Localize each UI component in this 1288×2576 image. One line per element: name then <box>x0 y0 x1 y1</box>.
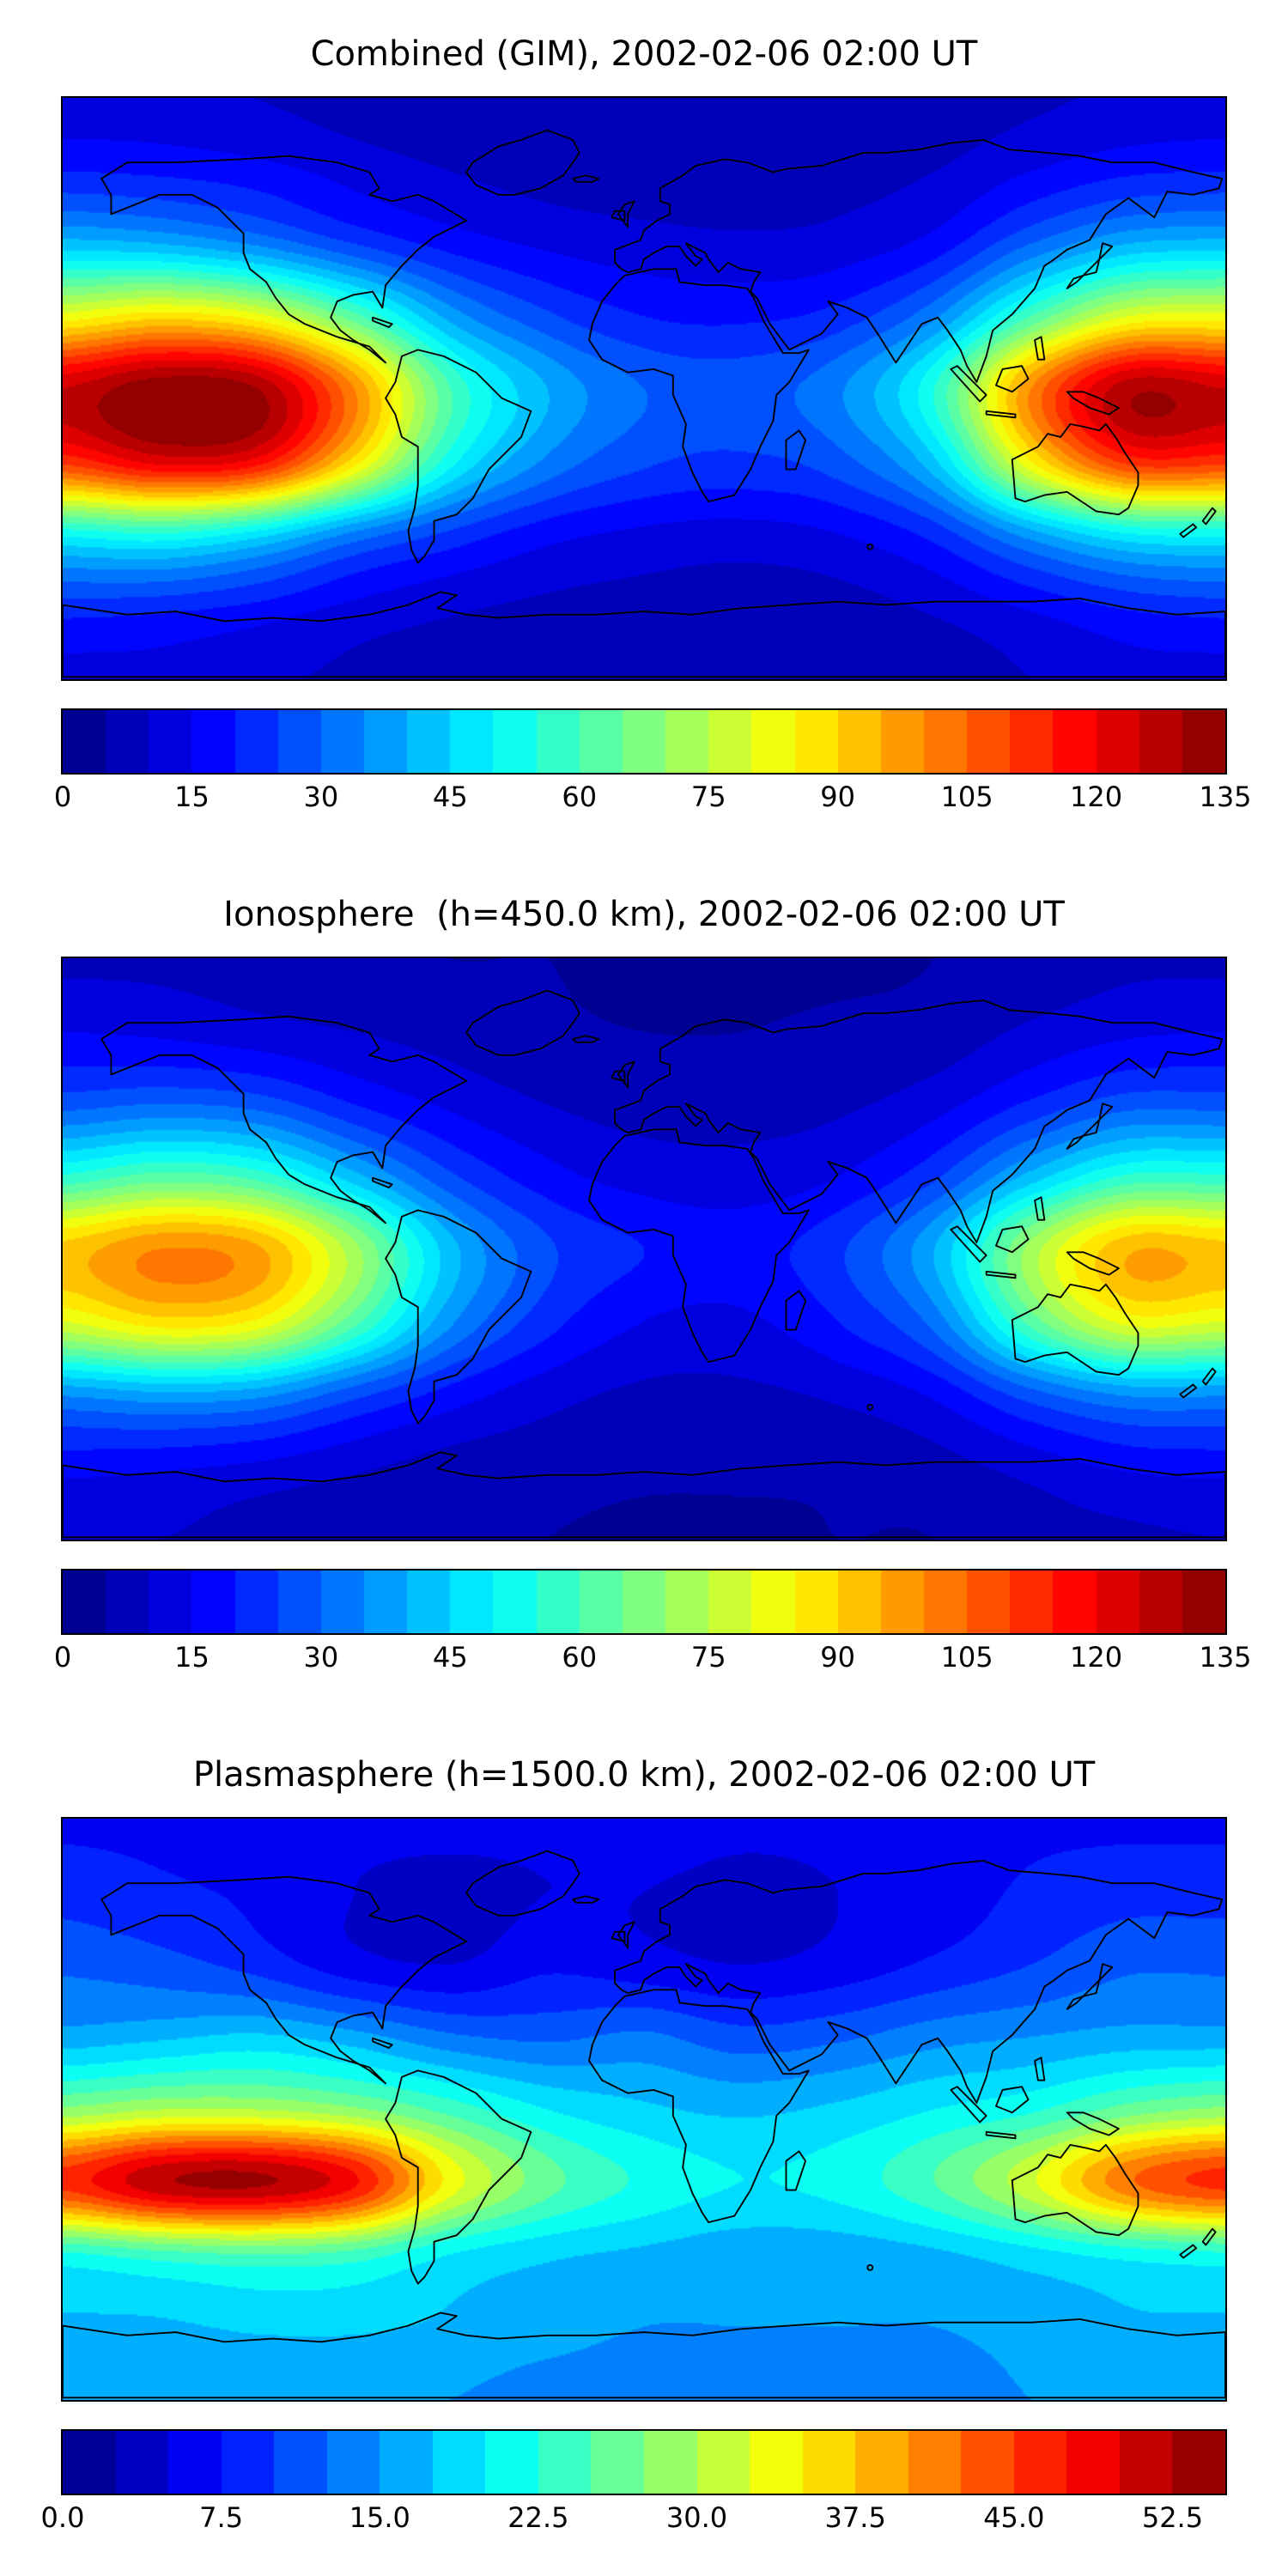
colorbar-tick-label: 105 <box>940 1641 993 1674</box>
colorbar-tick-label: 45 <box>432 781 468 813</box>
colorbar-tick-label: 0 <box>53 781 72 813</box>
colorbar-tick-label: 15.0 <box>349 2501 410 2534</box>
colorbar-tick-label: 0.0 <box>40 2501 85 2534</box>
colorbar-tick-label: 135 <box>1199 781 1252 813</box>
colorbar-tick-label: 15 <box>174 1641 210 1674</box>
panel-title-ionosphere: Ionosphere (h=450.0 km), 2002-02-06 02:0… <box>223 895 1065 934</box>
colorbar-ionosphere <box>61 1569 1227 1635</box>
colorbar-tick-label: 22.5 <box>507 2501 569 2534</box>
map-combined <box>61 96 1227 681</box>
panel-combined: Combined (GIM), 2002-02-06 02:00 UT <box>0 0 1288 821</box>
panel-title-combined: Combined (GIM), 2002-02-06 02:00 UT <box>310 34 978 74</box>
colorbar-combined <box>61 708 1227 775</box>
coastlines-overlay <box>63 129 1225 678</box>
colorbar-ticks-plasmasphere: 0.0 7.5 15.0 22.5 30.0 37.5 45.0 52.5 <box>41 2500 1225 2542</box>
colorbar-tick-label: 60 <box>562 1641 598 1674</box>
colorbar-ticks-ionosphere: 0 15 30 45 60 75 90 105 120 135 <box>54 1640 1252 1681</box>
panel-title-plasmasphere: Plasmasphere (h=1500.0 km), 2002-02-06 0… <box>192 1755 1096 1795</box>
colorbar-plasmasphere <box>61 2429 1227 2495</box>
colorbar-tick-label: 37.5 <box>824 2501 886 2534</box>
colorbar-tick-label: 52.5 <box>1141 2501 1204 2534</box>
coastlines-overlay <box>63 1850 1225 2399</box>
map-plasmasphere <box>61 1817 1227 2402</box>
colorbar-tick-label: 60 <box>562 781 598 813</box>
colorbar-tick-label: 90 <box>820 1641 856 1674</box>
coastlines-overlay <box>63 989 1225 1539</box>
colorbar-tick-label: 75 <box>690 781 726 813</box>
map-ionosphere <box>61 957 1227 1541</box>
colorbar-tick-label: 45 <box>432 1641 468 1674</box>
colorbar-tick-label: 105 <box>940 781 993 813</box>
colorbar-tick-label: 120 <box>1070 1641 1123 1674</box>
colorbar-tick-label: 30 <box>303 1641 339 1674</box>
colorbar-tick-label: 120 <box>1070 781 1123 813</box>
panel-plasmasphere: Plasmasphere (h=1500.0 km), 2002-02-06 0… <box>0 1681 1288 2542</box>
colorbar-tick-label: 45.0 <box>983 2501 1045 2534</box>
combined-heatmap-canvas <box>63 98 1225 679</box>
colorbar-tick-label: 135 <box>1199 1641 1252 1674</box>
panel-ionosphere: Ionosphere (h=450.0 km), 2002-02-06 02:0… <box>0 821 1288 1681</box>
colorbar-tick-label: 30 <box>303 781 339 813</box>
colorbar-tick-label: 30.0 <box>665 2501 728 2534</box>
colorbar-tick-label: 75 <box>690 1641 726 1674</box>
colorbar-ticks-combined: 0 15 30 45 60 75 90 105 120 135 <box>54 780 1252 821</box>
ionosphere-heatmap-canvas <box>63 958 1225 1540</box>
plasmasphere-heatmap-canvas <box>63 1819 1225 2400</box>
colorbar-tick-label: 7.5 <box>199 2501 244 2534</box>
colorbar-tick-label: 90 <box>820 781 856 813</box>
colorbar-tick-label: 0 <box>53 1641 72 1674</box>
colorbar-tick-label: 15 <box>174 781 210 813</box>
